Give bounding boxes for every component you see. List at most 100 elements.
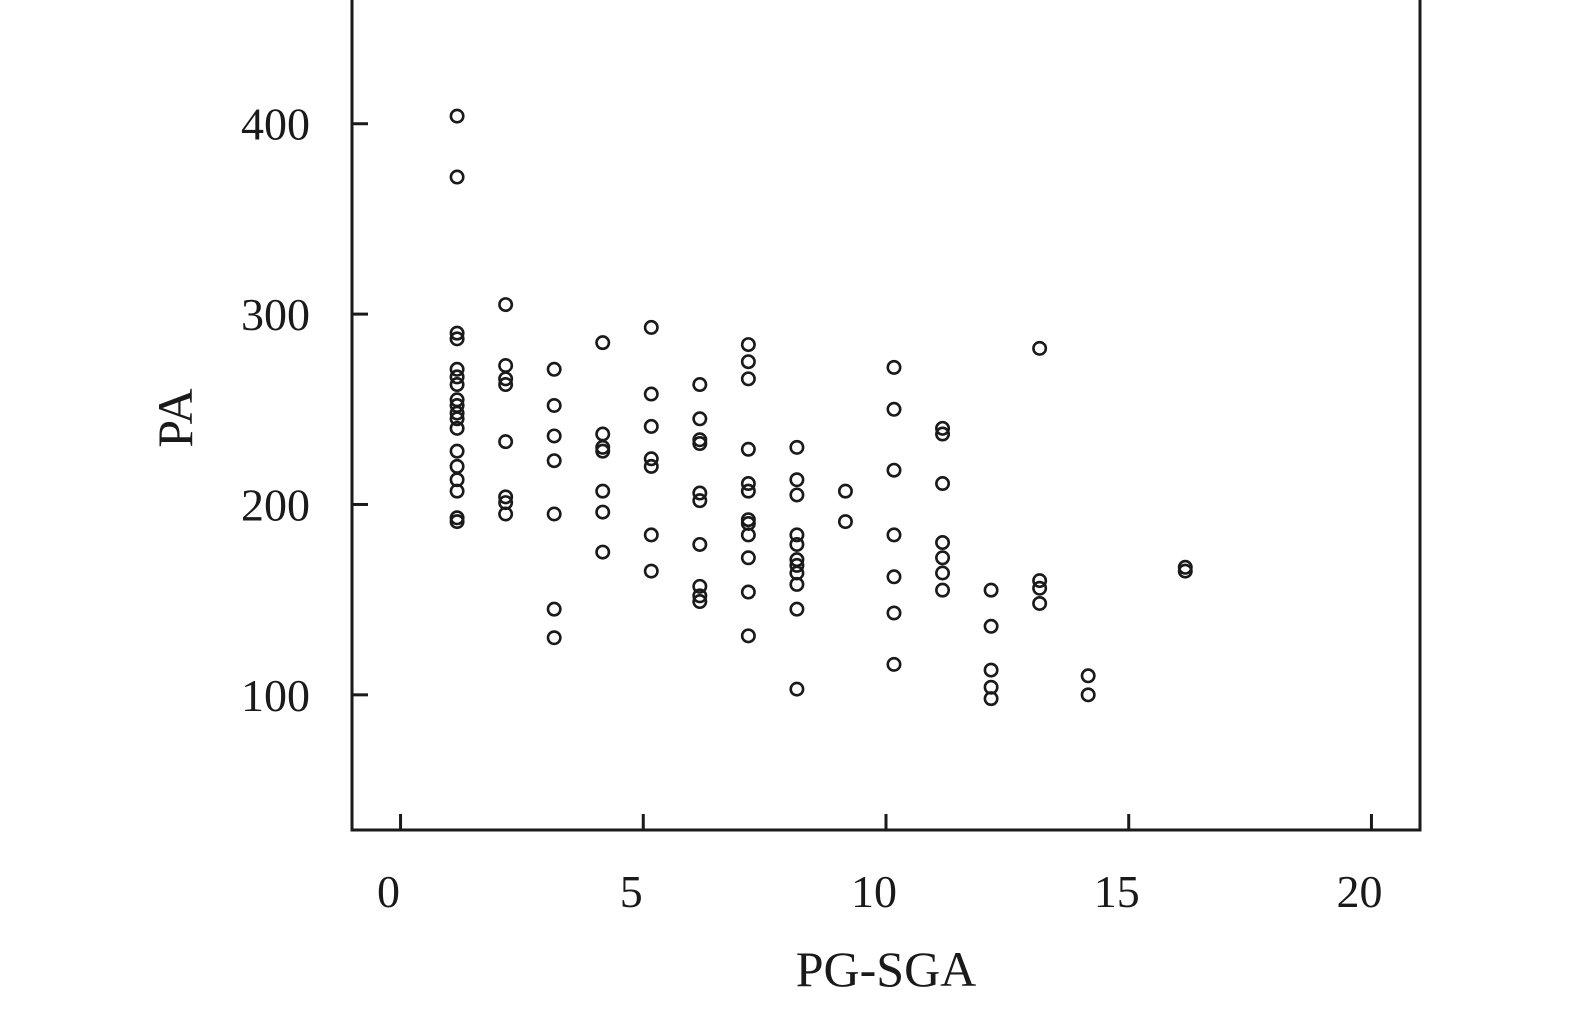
data-point	[692, 377, 708, 393]
data-point	[595, 426, 611, 442]
data-point	[595, 483, 611, 499]
data-point	[692, 485, 708, 501]
data-point	[935, 535, 951, 551]
data-point	[740, 527, 756, 543]
data-point	[886, 605, 902, 621]
data-point	[789, 576, 805, 592]
data-point	[449, 483, 465, 499]
data-point	[789, 487, 805, 503]
data-point	[498, 358, 514, 374]
data-point	[740, 337, 756, 353]
data-point	[886, 462, 902, 478]
data-point	[643, 458, 659, 474]
data-point	[449, 169, 465, 185]
plot-frame	[350, 0, 1422, 832]
data-point	[983, 662, 999, 678]
x-tick-label: 20	[1336, 866, 1382, 917]
data-point	[789, 681, 805, 697]
data-point	[449, 514, 465, 530]
data-point	[935, 565, 951, 581]
data-point	[789, 527, 805, 543]
data-point	[643, 527, 659, 543]
data-point	[740, 584, 756, 600]
y-tick-label: 100	[241, 670, 310, 721]
data-point	[886, 569, 902, 585]
data-point	[1080, 668, 1096, 684]
data-point	[1032, 340, 1048, 356]
data-point	[692, 578, 708, 594]
data-point	[595, 335, 611, 351]
data-point	[692, 536, 708, 552]
data-point	[595, 544, 611, 560]
x-tick-label: 15	[1094, 866, 1140, 917]
data-point	[449, 331, 465, 347]
data-point	[1032, 580, 1048, 596]
data-point	[837, 483, 853, 499]
data-point	[837, 514, 853, 530]
data-point	[595, 504, 611, 520]
data-point	[546, 397, 562, 413]
data-point	[643, 451, 659, 467]
data-point	[643, 319, 659, 335]
data-point	[1080, 687, 1096, 703]
data-point	[449, 325, 465, 341]
data-point	[449, 108, 465, 124]
data-point	[449, 443, 465, 459]
data-point	[498, 371, 514, 387]
data-point	[983, 691, 999, 707]
data-point	[449, 458, 465, 474]
y-tick-label: 300	[241, 289, 310, 340]
data-point	[789, 472, 805, 488]
x-tick-label: 5	[620, 866, 643, 917]
data-point	[546, 601, 562, 617]
data-point	[643, 386, 659, 402]
data-point	[740, 550, 756, 566]
data-point	[498, 434, 514, 450]
data-point	[692, 594, 708, 610]
data-point	[740, 354, 756, 370]
data-point	[935, 582, 951, 598]
data-point	[983, 582, 999, 598]
data-point	[449, 361, 465, 377]
data-point	[1177, 563, 1193, 579]
data-point	[789, 536, 805, 552]
y-axis-title: PA	[147, 388, 203, 447]
data-point	[643, 563, 659, 579]
x-axis-ticks: 0 5 10 15 20	[377, 814, 1382, 917]
data-point	[449, 369, 465, 385]
data-point	[935, 426, 951, 442]
data-point	[740, 476, 756, 492]
y-axis-ticks: 100 200 300 400	[241, 99, 368, 721]
data-point	[449, 377, 465, 393]
data-point	[886, 401, 902, 417]
data-point	[692, 411, 708, 427]
data-point	[789, 601, 805, 617]
data-point	[740, 441, 756, 457]
data-point	[1032, 573, 1048, 589]
data-point	[546, 428, 562, 444]
data-points	[449, 108, 1193, 707]
data-point	[546, 453, 562, 469]
data-point	[498, 377, 514, 393]
data-point	[498, 506, 514, 522]
data-point	[449, 411, 465, 427]
data-point	[692, 436, 708, 452]
data-point	[740, 371, 756, 387]
data-point	[935, 550, 951, 566]
y-tick-label: 200	[241, 479, 310, 530]
data-point	[789, 557, 805, 573]
data-point	[449, 420, 465, 436]
x-tick-label: 0	[377, 866, 400, 917]
data-point	[692, 588, 708, 604]
data-point	[1032, 595, 1048, 611]
data-point	[546, 506, 562, 522]
data-point	[983, 618, 999, 634]
y-tick-label: 400	[241, 99, 310, 150]
data-point	[595, 443, 611, 459]
data-point	[935, 476, 951, 492]
data-point	[886, 359, 902, 375]
data-point	[740, 483, 756, 499]
data-point	[692, 493, 708, 509]
data-point	[546, 630, 562, 646]
